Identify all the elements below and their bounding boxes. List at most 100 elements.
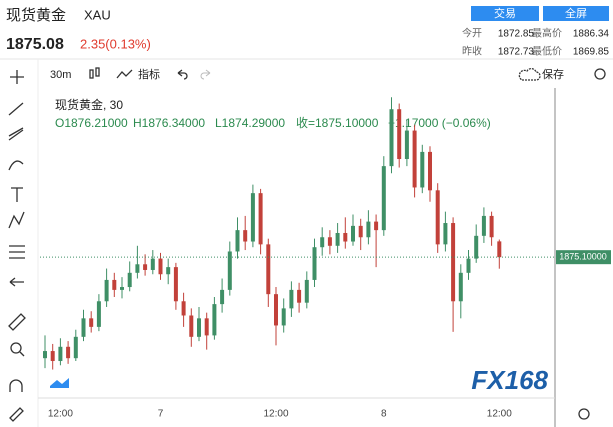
- stat-label: 最低价: [532, 45, 562, 58]
- candle-body: [81, 318, 86, 337]
- candle-body: [458, 272, 463, 302]
- candle-body: [166, 267, 171, 275]
- stat-label: 昨收: [462, 45, 482, 58]
- candle-body: [197, 318, 201, 337]
- candle-body: [281, 308, 286, 326]
- candle-body: [397, 109, 402, 160]
- candle-body: [420, 151, 425, 188]
- candle-body: [204, 318, 209, 336]
- price: 1875.08: [6, 36, 64, 53]
- candle-body: [312, 247, 317, 280]
- interval[interactable]: 30m: [50, 69, 71, 81]
- candle-body: [351, 225, 355, 242]
- legend-change: −1.17000 (−0.06%): [388, 116, 491, 130]
- trade-label[interactable]: 交易: [494, 6, 516, 20]
- candle-body: [366, 221, 371, 238]
- x-tick-label: 12:00: [263, 409, 288, 420]
- stat-value: 1869.85: [573, 47, 610, 58]
- candle-body: [451, 223, 456, 302]
- candle-body: [120, 287, 124, 290]
- save[interactable]: 保存: [542, 67, 564, 81]
- candle-body: [289, 289, 294, 309]
- legend-close: 收=1875.10000: [296, 116, 379, 130]
- candle-body: [489, 215, 494, 238]
- candle-body: [50, 351, 55, 362]
- redo[interactable]: [200, 69, 211, 80]
- candle-body: [96, 301, 101, 327]
- candle-body: [135, 264, 140, 273]
- symbol: XAU: [84, 7, 111, 22]
- candle-body: [381, 166, 386, 231]
- candle-body: [466, 258, 471, 273]
- price-tag-label: 1875.10000: [559, 252, 607, 262]
- stat-value: 1872.73: [498, 47, 535, 58]
- legend-open: O1876.21000: [55, 116, 128, 130]
- cloud-icon[interactable]: [518, 67, 541, 81]
- candle-body: [181, 301, 186, 316]
- legend-low: L1874.29000: [215, 116, 285, 130]
- indicator[interactable]: 指标: [138, 67, 160, 81]
- candle-body: [158, 258, 163, 275]
- candle-body: [127, 272, 132, 288]
- candle-body: [374, 221, 379, 231]
- candle-body: [389, 109, 394, 167]
- candle-body: [481, 215, 486, 236]
- candle-body: [43, 351, 47, 359]
- axis-settings[interactable]: [578, 408, 590, 420]
- stat-label: 今开: [462, 27, 482, 40]
- candle-body: [173, 267, 178, 302]
- candle-body: [227, 251, 232, 290]
- candle-body: [474, 235, 479, 259]
- fullscreen-label[interactable]: 全屏: [565, 6, 587, 20]
- candle-body: [73, 336, 78, 359]
- candle-body: [297, 289, 302, 303]
- candle-body: [143, 264, 148, 270]
- candle-body: [327, 237, 332, 246]
- candle-body: [258, 193, 263, 245]
- candle-body: [274, 294, 278, 326]
- candle-icon[interactable]: [89, 67, 100, 79]
- candle-body: [304, 279, 309, 303]
- candle-body: [58, 346, 63, 362]
- candle-body: [358, 225, 363, 238]
- stat-value: 1872.85: [498, 29, 535, 40]
- candle-body: [343, 232, 348, 242]
- legend-high: H1876.34000: [133, 116, 205, 130]
- x-tick-label: 12:00: [48, 409, 73, 420]
- price-tag: [556, 250, 611, 265]
- candle-body: [443, 223, 448, 245]
- stat-label: 最高价: [532, 27, 562, 40]
- candle-body: [404, 130, 409, 160]
- candle-body: [243, 230, 248, 242]
- candle-body: [89, 318, 94, 327]
- candle-body: [66, 346, 71, 359]
- change: 2.35(0.13%): [80, 36, 151, 51]
- candle-body: [320, 237, 325, 248]
- title: 现货黄金: [6, 7, 66, 24]
- settings[interactable]: [594, 68, 606, 80]
- logo-icon: [50, 378, 69, 388]
- indicator-icon[interactable]: [116, 69, 133, 79]
- undo[interactable]: [177, 69, 188, 80]
- stat-value: 1886.34: [573, 29, 610, 40]
- legend-symbol: 现货黄金, 30: [55, 97, 123, 112]
- trade-button[interactable]: [471, 6, 539, 21]
- watermark: FX168: [471, 365, 548, 395]
- candle-body: [112, 279, 117, 290]
- candle-body: [412, 130, 417, 188]
- candle-body: [212, 304, 217, 336]
- x-tick-label: 7: [158, 409, 164, 420]
- candle-body: [266, 244, 271, 295]
- left-toolbar[interactable]: [8, 70, 26, 422]
- candle-body: [150, 258, 155, 270]
- candle-body: [428, 151, 432, 191]
- candle-body: [497, 241, 502, 258]
- candle-body: [189, 315, 194, 337]
- candle-body: [104, 279, 109, 302]
- candle-body: [335, 232, 340, 246]
- x-tick-label: 8: [381, 409, 387, 420]
- candle-body: [220, 289, 225, 305]
- candle-body: [235, 230, 240, 252]
- fullscreen-button[interactable]: [543, 6, 609, 21]
